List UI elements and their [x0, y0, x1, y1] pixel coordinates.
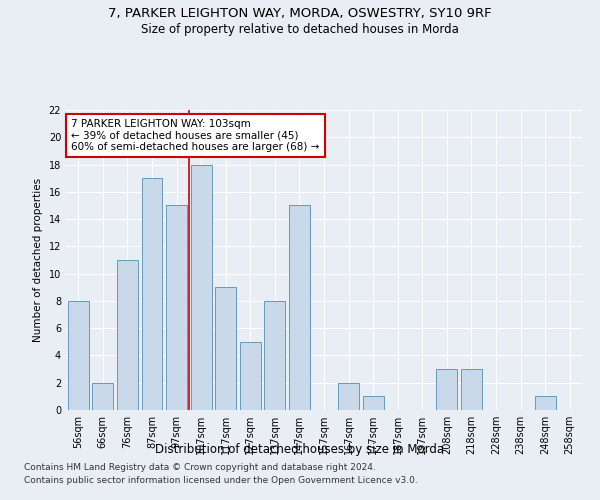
Bar	[265, 301, 286, 410]
Bar	[166, 206, 187, 410]
Bar	[215, 288, 236, 410]
Bar	[117, 260, 138, 410]
Text: 7, PARKER LEIGHTON WAY, MORDA, OSWESTRY, SY10 9RF: 7, PARKER LEIGHTON WAY, MORDA, OSWESTRY,…	[108, 8, 492, 20]
Bar	[240, 342, 261, 410]
Bar	[461, 369, 482, 410]
Bar	[191, 164, 212, 410]
Bar	[362, 396, 383, 410]
Bar	[535, 396, 556, 410]
Bar	[68, 301, 89, 410]
Bar	[338, 382, 359, 410]
Bar	[92, 382, 113, 410]
Text: 7 PARKER LEIGHTON WAY: 103sqm
← 39% of detached houses are smaller (45)
60% of s: 7 PARKER LEIGHTON WAY: 103sqm ← 39% of d…	[71, 119, 320, 152]
Bar	[436, 369, 457, 410]
Text: Contains public sector information licensed under the Open Government Licence v3: Contains public sector information licen…	[24, 476, 418, 485]
Text: Contains HM Land Registry data © Crown copyright and database right 2024.: Contains HM Land Registry data © Crown c…	[24, 464, 376, 472]
Text: Size of property relative to detached houses in Morda: Size of property relative to detached ho…	[141, 22, 459, 36]
Bar	[142, 178, 163, 410]
Text: Distribution of detached houses by size in Morda: Distribution of detached houses by size …	[155, 444, 445, 456]
Bar	[289, 206, 310, 410]
Y-axis label: Number of detached properties: Number of detached properties	[33, 178, 43, 342]
